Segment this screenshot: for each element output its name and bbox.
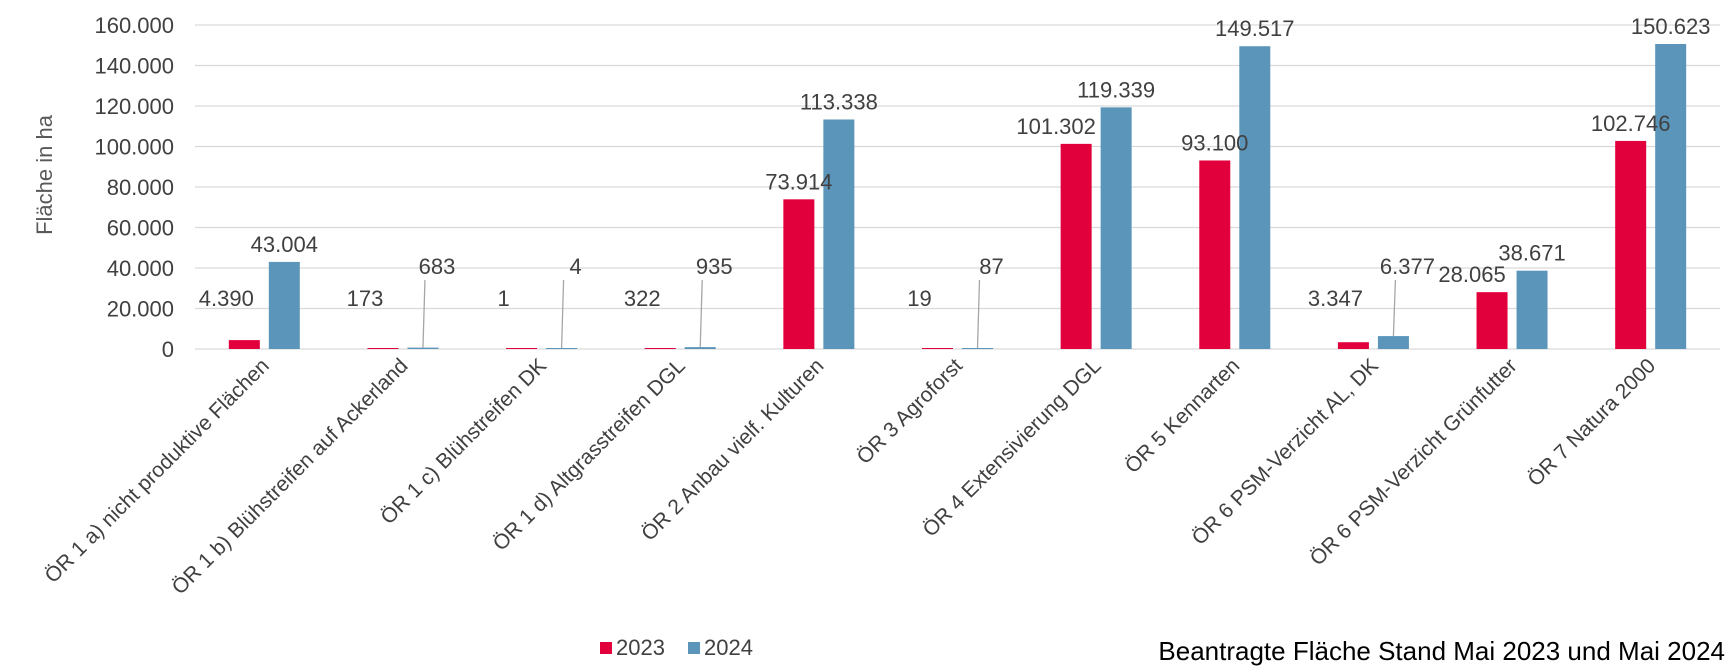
x-category-label: ÖR 3 Agroforst <box>853 354 968 469</box>
bar-2024 <box>268 261 300 349</box>
bar-2023 <box>1199 160 1231 349</box>
bar-2024 <box>1516 270 1548 349</box>
x-category-label: ÖR 1 b) Blühstreifen auf Ackerland <box>168 354 413 599</box>
data-label-2023: 4.390 <box>199 286 254 311</box>
y-axis-ticks: 0 20.000 40.000 60.000 80.000 100.000 120.000 1… <box>94 13 174 362</box>
bar-2023 <box>644 348 676 349</box>
y-tick-label: 0 <box>162 337 174 362</box>
x-category-label: ÖR 1 a) nicht produktive Flächen <box>41 354 274 587</box>
y-tick-label: 140.000 <box>94 54 174 79</box>
bar-2023 <box>1476 292 1508 349</box>
y-axis-title: Fläche in ha <box>32 114 57 235</box>
legend-swatch-2024 <box>688 642 700 654</box>
y-tick-label: 160.000 <box>94 13 174 38</box>
data-label-2024: 113.338 <box>800 89 878 114</box>
data-label-2024: 43.004 <box>251 232 318 257</box>
bar-2023 <box>367 348 399 349</box>
bar-2023 <box>228 340 260 349</box>
legend-swatch-2023 <box>600 642 612 654</box>
bar-2023 <box>922 348 953 349</box>
data-label-2023: 19 <box>907 286 931 311</box>
data-label-2023: 102.746 <box>1591 111 1671 136</box>
data-label-2024: 119.339 <box>1077 77 1155 102</box>
gridlines <box>195 24 1720 350</box>
bar-2023 <box>1060 143 1092 349</box>
legend: 2023 2024 <box>600 635 753 660</box>
data-label-2024: 4 <box>569 254 581 279</box>
legend-label-2024: 2024 <box>704 635 753 660</box>
data-label-2023: 28.065 <box>1438 262 1505 287</box>
bar-2023 <box>506 348 538 349</box>
y-tick-label: 20.000 <box>107 297 174 322</box>
leader-line <box>699 279 703 348</box>
data-labels: 4.390 43.004 173 683 1 4 322 935 73.914 113.338 19… <box>199 14 1711 311</box>
label-leader-lines <box>422 279 1397 349</box>
bar-2024 <box>1377 336 1409 349</box>
y-tick-label: 80.000 <box>107 175 174 200</box>
x-category-label: ÖR 5 Kennarten <box>1121 354 1245 478</box>
bar-2024 <box>1239 46 1271 349</box>
bar-2023 <box>1337 342 1369 349</box>
data-label-2023: 322 <box>624 286 661 311</box>
bar-2024 <box>1100 107 1132 349</box>
data-label-2023: 3.347 <box>1308 286 1363 311</box>
bar-2023 <box>783 199 815 349</box>
bar-2023 <box>1615 140 1647 349</box>
footnote-text: Beantragte Fläche Stand Mai 2023 und Mai… <box>1158 636 1725 666</box>
leader-line <box>560 279 565 349</box>
data-label-2024: 683 <box>419 254 456 279</box>
bars <box>228 43 1687 350</box>
data-label-2024: 38.671 <box>1498 241 1565 266</box>
data-label-2024: 149.517 <box>1215 16 1295 41</box>
data-label-2023: 1 <box>497 286 509 311</box>
data-label-2024: 6.377 <box>1380 254 1435 279</box>
bar-2024 <box>1655 43 1687 349</box>
leader-line <box>1392 279 1397 337</box>
y-tick-label: 120.000 <box>94 94 174 119</box>
leader-line <box>422 279 426 348</box>
data-label-2024: 935 <box>696 254 733 279</box>
data-label-2024: 150.623 <box>1631 14 1711 39</box>
y-tick-label: 40.000 <box>107 256 174 281</box>
data-label-2023: 93.100 <box>1181 130 1248 155</box>
bar-2024 <box>546 348 578 349</box>
data-label-2023: 101.302 <box>1016 114 1096 139</box>
bar-2024 <box>962 348 993 349</box>
legend-label-2023: 2023 <box>616 635 665 660</box>
data-label-2023: 73.914 <box>765 169 832 194</box>
bar-2024 <box>407 347 439 349</box>
x-category-label: ÖR 7 Natura 2000 <box>1523 354 1660 491</box>
y-tick-label: 100.000 <box>94 135 174 160</box>
y-tick-label: 60.000 <box>107 216 174 241</box>
bar-2024 <box>823 119 855 350</box>
leader-line <box>976 279 981 349</box>
bar-2024 <box>684 347 716 349</box>
data-label-2023: 173 <box>347 286 384 311</box>
data-label-2024: 87 <box>979 254 1003 279</box>
